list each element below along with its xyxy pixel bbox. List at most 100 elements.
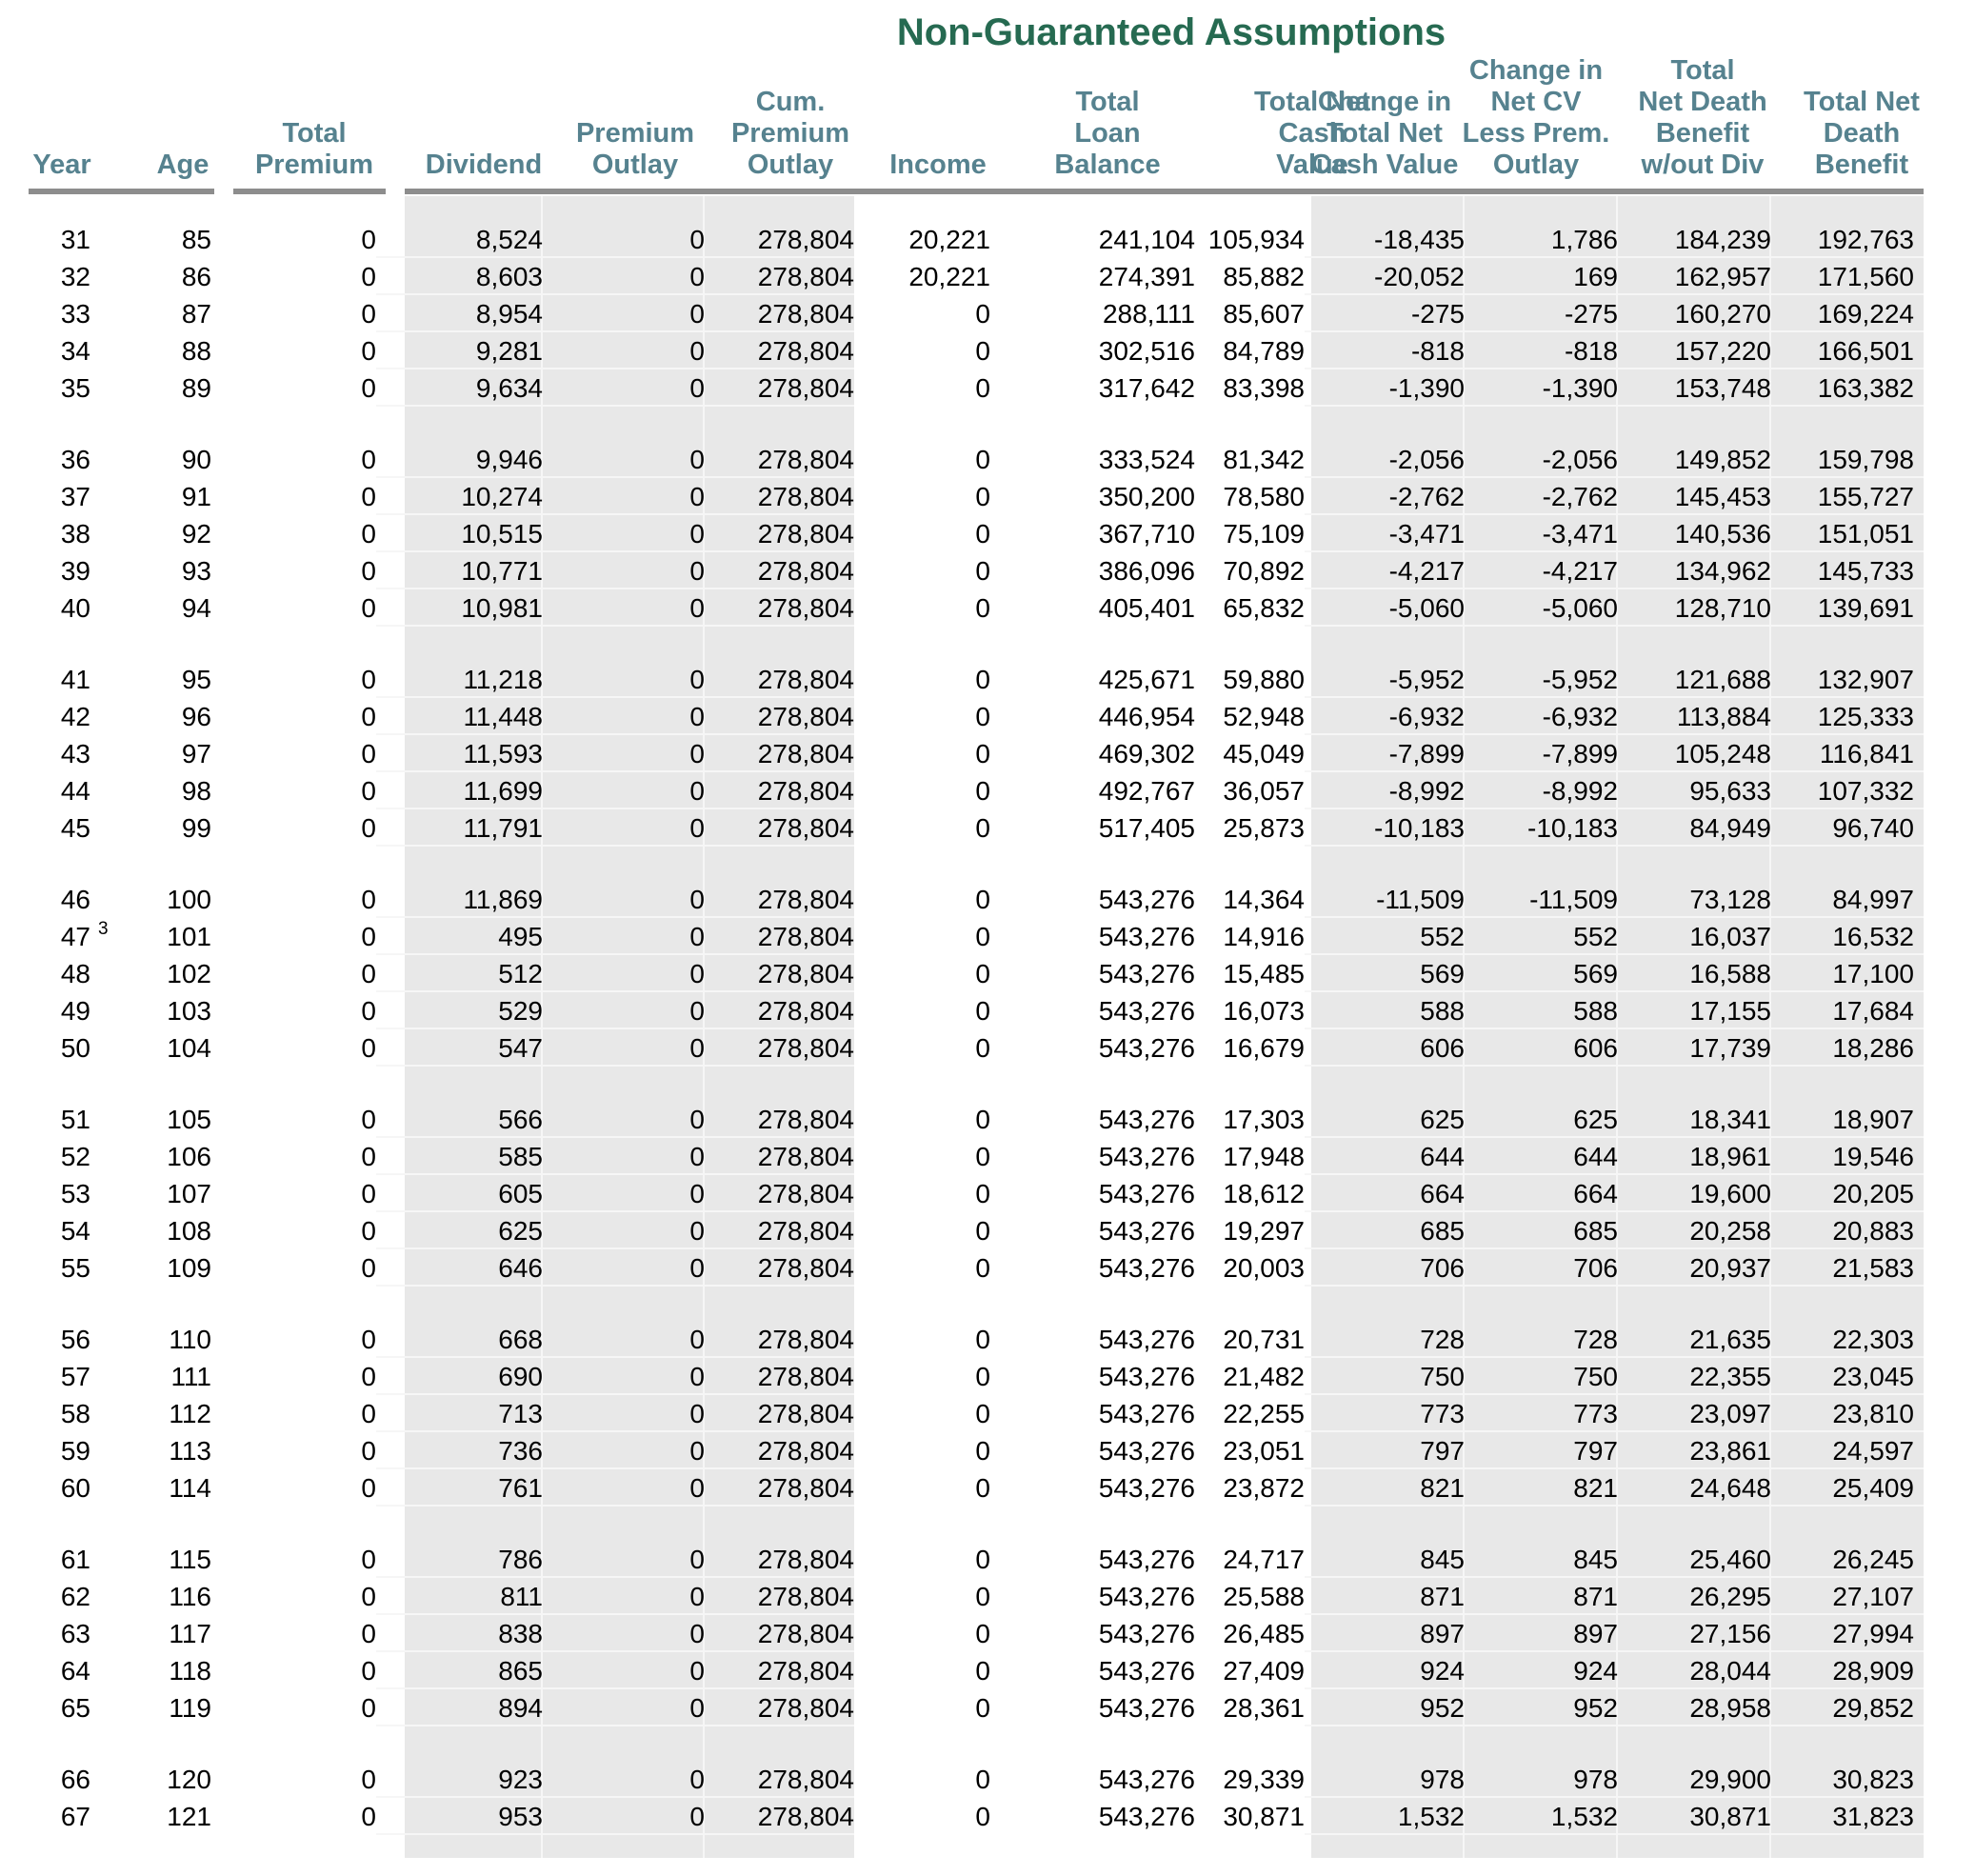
cell-year: 59 [60, 1435, 90, 1466]
cell-total-net-death-benefit-wout-div: 17,155 [1618, 992, 1771, 1029]
cell-total-net-death-benefit: 19,546 [1771, 1138, 1924, 1175]
cell-blank [29, 1835, 90, 1858]
table-row: 40 94 0 10,981 0 278,804 0 405,401 65,832 -5,060-… [29, 589, 1924, 627]
cell-blank [90, 847, 211, 881]
cell-income: 0 [975, 995, 990, 1026]
cell-blank [90, 1507, 211, 1541]
cell-blank [705, 1726, 854, 1761]
cell-age: 93 [181, 555, 211, 586]
cell-blank [705, 1067, 854, 1101]
cell-age: 115 [169, 1544, 211, 1574]
cell-total-loan-balance: 517,405 [1098, 812, 1195, 843]
cell-change-in-total-net-cash-value: 897 [1305, 1615, 1465, 1652]
cell-cum-premium-outlay: 278,804 [705, 295, 854, 332]
cell-blank [1771, 196, 1924, 221]
cell-blank [990, 1835, 1195, 1858]
cell-total-net-cash-value: 17,948 [1223, 1141, 1305, 1171]
group-gap-row [29, 627, 1924, 661]
cell-blank [1771, 1507, 1924, 1541]
cell-blank [1618, 1287, 1771, 1321]
cell-total-net-death-benefit: 28,909 [1771, 1652, 1924, 1689]
cell-year: 63 [60, 1618, 90, 1648]
cell-total-premium: 0 [361, 481, 376, 511]
cell-dividend: 646 [376, 1249, 543, 1287]
cell-year: 66 [60, 1764, 90, 1794]
cell-year: 40 [60, 592, 90, 623]
cell-total-net-death-benefit-wout-div: 25,460 [1618, 1541, 1771, 1578]
header-rule-year-age [29, 189, 214, 194]
cell-total-premium: 0 [361, 1472, 376, 1503]
cell-year: 56 [60, 1324, 90, 1354]
cell-age: 105 [167, 1104, 211, 1134]
cell-dividend: 10,515 [376, 515, 543, 552]
cell-total-net-cash-value: 16,073 [1223, 995, 1305, 1026]
cell-total-premium: 0 [361, 775, 376, 806]
cell-blank [1771, 627, 1924, 661]
cell-year: 58 [60, 1398, 90, 1428]
cell-blank [29, 1726, 90, 1761]
cell-total-loan-balance: 543,276 [1098, 1435, 1195, 1466]
cell-blank [376, 627, 543, 661]
header-line: Balance [1054, 150, 1161, 180]
table-row: 41 95 0 11,218 0 278,804 0 425,671 59,880 -5,952-… [29, 661, 1924, 698]
cell-change-in-total-net-cash-value: -11,509 [1305, 881, 1465, 918]
cell-cum-premium-outlay: 278,804 [705, 441, 854, 478]
cell-blank [29, 1067, 90, 1101]
cell-total-loan-balance: 405,401 [1098, 592, 1195, 623]
cell-total-net-cash-value: 70,892 [1223, 555, 1305, 586]
table-row: 44 98 0 11,699 0 278,804 0 492,767 36,057 -8,992-… [29, 772, 1924, 809]
cell-blank [211, 1067, 376, 1101]
cell-premium-outlay: 0 [543, 1615, 705, 1652]
cell-dividend: 495 [376, 918, 543, 955]
cell-year: 45 [60, 812, 90, 843]
cell-premium-outlay: 0 [543, 332, 705, 369]
cell-age: 88 [181, 335, 211, 366]
cell-total-loan-balance: 386,096 [1098, 555, 1195, 586]
cell-total-premium: 0 [361, 372, 376, 403]
cell-premium-outlay: 0 [543, 881, 705, 918]
non-guaranteed-assumptions-table: 31 85 0 8,524 0 278,804 20,221 241,104 105,934 -1… [29, 196, 1924, 1858]
cell-blank [29, 407, 90, 441]
cell-year: 65 [60, 1692, 90, 1723]
cell-change-in-net-cv-less-prem-outlay: 924 [1465, 1652, 1618, 1689]
cell-year: 47 3 [60, 918, 109, 951]
cell-total-loan-balance: 543,276 [1098, 1324, 1195, 1354]
cell-total-net-death-benefit-wout-div: 162,957 [1618, 258, 1771, 295]
cell-change-in-total-net-cash-value: -20,052 [1305, 258, 1465, 295]
cell-total-net-cash-value: 18,612 [1223, 1178, 1305, 1208]
cell-total-premium: 0 [361, 1324, 376, 1354]
cell-cum-premium-outlay: 278,804 [705, 1321, 854, 1358]
cell-blank [1305, 196, 1465, 221]
cell-year: 60 [60, 1472, 90, 1503]
cell-age: 121 [167, 1801, 211, 1831]
cell-change-in-total-net-cash-value: -1,390 [1305, 369, 1465, 407]
cell-blank [990, 407, 1195, 441]
header-line: Cash [1278, 118, 1347, 149]
cell-total-net-cash-value: 21,482 [1223, 1361, 1305, 1391]
cell-total-premium: 0 [361, 1544, 376, 1574]
cell-cum-premium-outlay: 278,804 [705, 1469, 854, 1507]
cell-total-net-cash-value: 17,303 [1223, 1104, 1305, 1134]
cell-age: 120 [167, 1764, 211, 1794]
cell-year: 51 [60, 1104, 90, 1134]
cell-premium-outlay: 0 [543, 735, 705, 772]
cell-change-in-net-cv-less-prem-outlay: -6,932 [1465, 698, 1618, 735]
header-line: Total [282, 118, 347, 149]
cell-blank [1195, 196, 1305, 221]
cell-blank [376, 196, 543, 221]
cell-total-premium: 0 [361, 1581, 376, 1611]
cell-change-in-net-cv-less-prem-outlay: -818 [1465, 332, 1618, 369]
cell-total-loan-balance: 446,954 [1098, 701, 1195, 731]
cell-dividend: 736 [376, 1432, 543, 1469]
cell-total-net-death-benefit: 20,205 [1771, 1175, 1924, 1212]
cell-change-in-total-net-cash-value: -7,899 [1305, 735, 1465, 772]
cell-dividend: 547 [376, 1029, 543, 1067]
cell-blank [543, 407, 705, 441]
cell-change-in-net-cv-less-prem-outlay: 978 [1465, 1761, 1618, 1798]
cell-total-loan-balance: 543,276 [1098, 1141, 1195, 1171]
cell-blank [29, 196, 90, 221]
cell-blank [1465, 1835, 1618, 1858]
cell-total-premium: 0 [361, 1178, 376, 1208]
cell-total-loan-balance: 543,276 [1098, 1801, 1195, 1831]
cell-total-premium: 0 [361, 261, 376, 291]
